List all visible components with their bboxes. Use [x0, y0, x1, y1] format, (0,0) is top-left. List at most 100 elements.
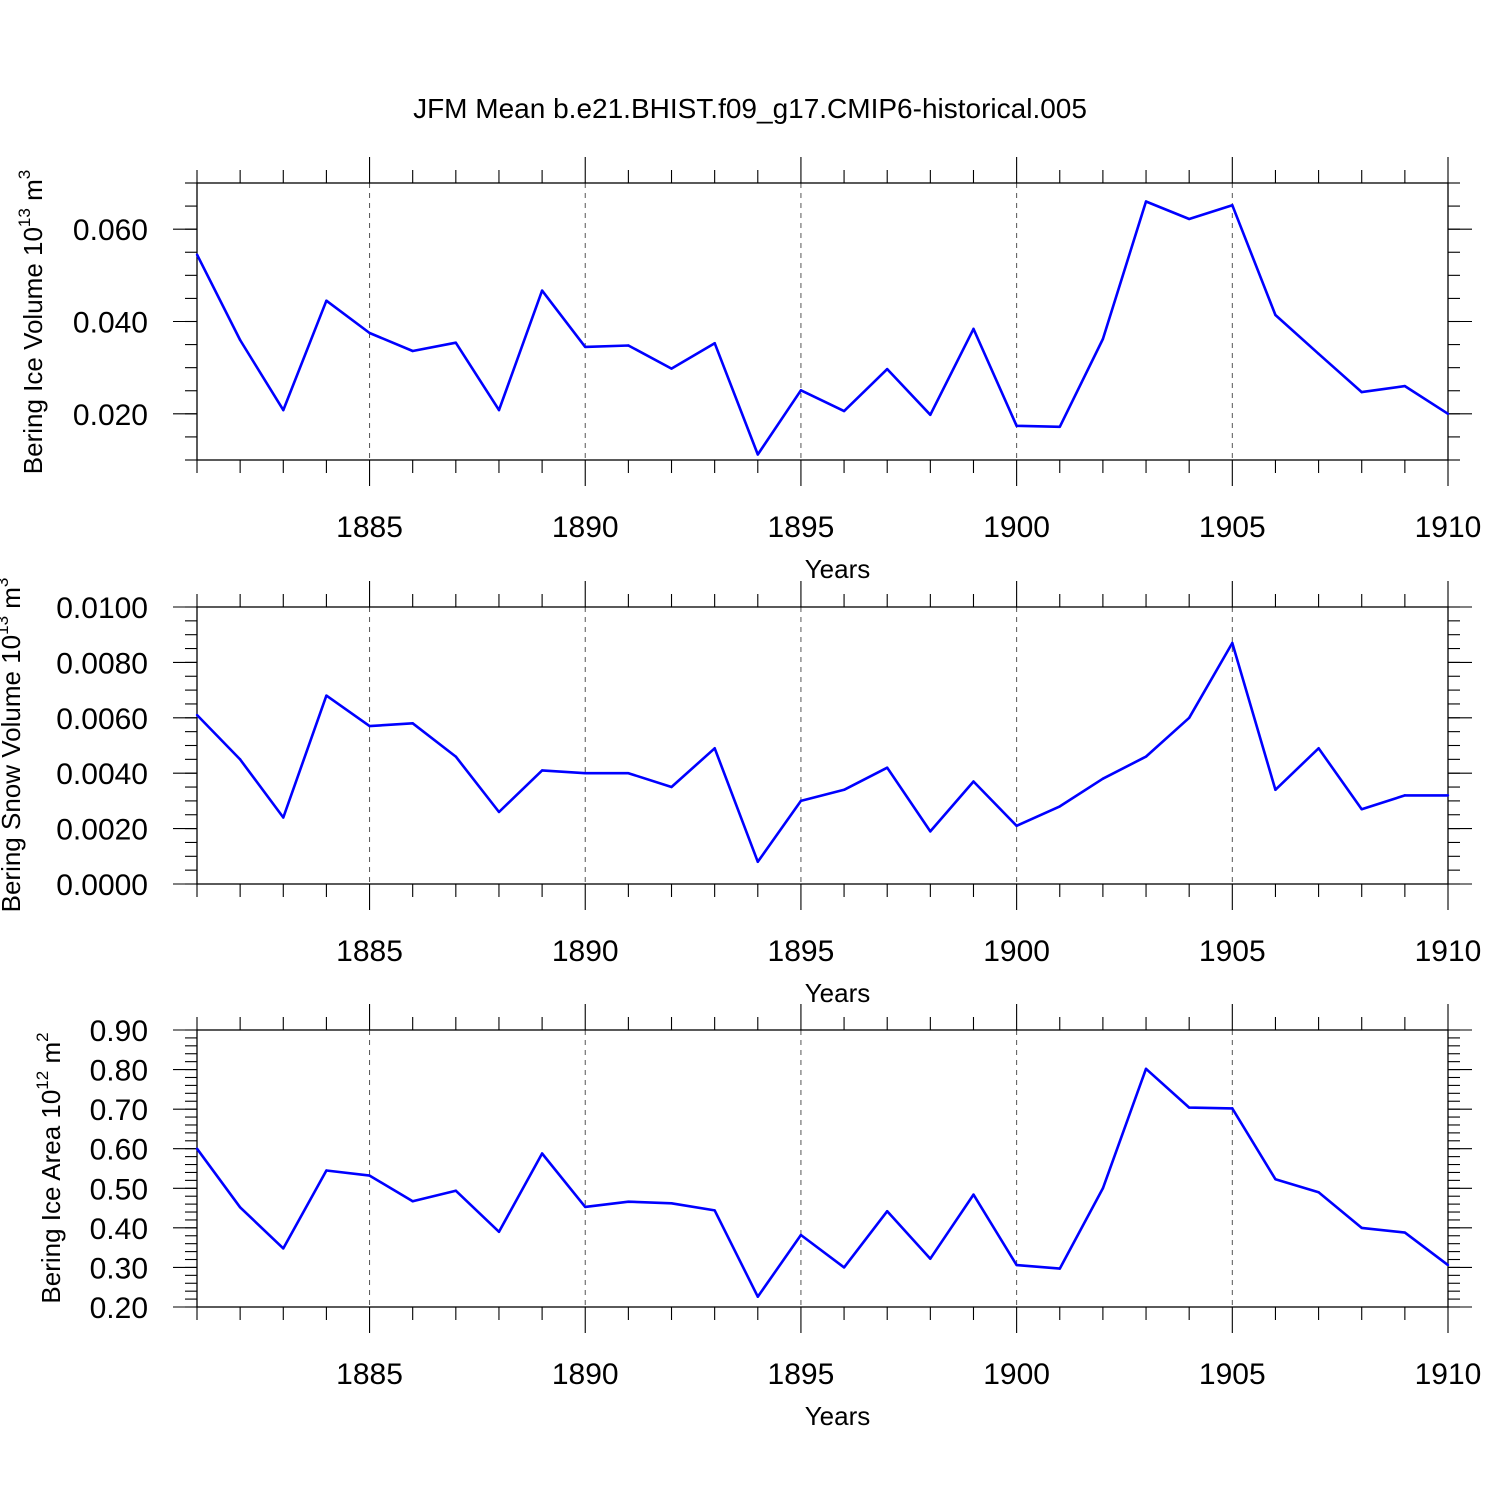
x-tick-label: 1910	[1415, 935, 1482, 968]
data-point	[1187, 716, 1191, 719]
data-point	[756, 860, 759, 864]
plot-frame	[196, 182, 1449, 461]
data-point	[842, 409, 846, 413]
y-axis-label-unit-exponent: 3	[15, 170, 34, 179]
data-point	[972, 780, 975, 783]
x-tick-label: 1890	[552, 511, 619, 544]
data-point	[670, 367, 673, 370]
data-point	[886, 1210, 889, 1213]
data-point	[411, 1200, 414, 1203]
data-point	[1274, 313, 1277, 317]
data-point	[540, 289, 544, 292]
x-tick-label: 1900	[983, 1358, 1050, 1391]
y-axis-label-text: Bering Ice Volume 10	[18, 227, 48, 474]
panel-snow-volume: 1885 1890 1895 1900 1905 1910 0.0000 0.0020 0.00…	[0, 578, 1481, 1008]
x-tick-label: 1890	[552, 1358, 619, 1391]
data-point	[1101, 1187, 1105, 1190]
data-point	[540, 1152, 544, 1155]
series-line	[195, 1067, 1449, 1298]
data-point	[842, 1266, 846, 1269]
y-axis-label-unit-exponent: 3	[0, 578, 12, 587]
data-point	[1231, 641, 1234, 645]
data-point	[1144, 200, 1148, 203]
y-tick-label: 0.020	[73, 399, 148, 432]
y-tick-label: 0.0040	[56, 758, 148, 791]
x-axis-label: Years	[805, 978, 871, 1008]
data-point	[454, 755, 458, 758]
y-axis-label: Bering Ice Area 1012 m2	[33, 1032, 66, 1303]
x-tick-label: 1910	[1415, 1358, 1482, 1391]
y-tick-label: 0.20	[90, 1292, 148, 1325]
data-point	[584, 772, 587, 775]
x-tick-label: 1885	[336, 511, 403, 544]
y-tick-label: 0.0020	[56, 814, 148, 847]
data-point	[1446, 794, 1450, 797]
data-point	[282, 816, 285, 819]
data-point	[929, 413, 932, 416]
data-point	[1360, 390, 1363, 394]
data-point	[1403, 794, 1407, 797]
data-point	[1446, 412, 1450, 416]
data-point	[1403, 1231, 1407, 1234]
data-point	[282, 408, 285, 412]
data-point	[842, 788, 846, 792]
data-point	[1317, 1191, 1320, 1194]
data-point	[497, 408, 501, 412]
data-point	[1274, 1177, 1277, 1181]
data-point	[325, 1169, 328, 1172]
data-point	[1317, 352, 1320, 356]
y-tick-label: 0.0000	[56, 869, 148, 902]
y-axis-label: Bering Ice Volume 1013 m3	[15, 170, 48, 474]
y-tick-label: 0.060	[73, 214, 148, 247]
data-point	[1144, 755, 1148, 758]
data-point	[325, 694, 328, 697]
data-point	[1144, 1067, 1148, 1070]
data-point	[497, 1230, 501, 1234]
y-tick-label: 0.040	[73, 307, 148, 340]
data-point	[1101, 777, 1105, 780]
data-point	[886, 766, 889, 769]
data-point	[972, 327, 975, 331]
data-point	[1231, 1107, 1234, 1110]
y-axis-label: Bering Snow Volume 1013 m3	[0, 578, 26, 913]
data-point	[1446, 1263, 1450, 1267]
data-point	[1317, 747, 1320, 750]
figure-title: JFM Mean b.e21.BHIST.f09_g17.CMIP6-histo…	[413, 93, 1087, 124]
y-axis-label-text: Bering Snow Volume 10	[0, 635, 26, 913]
data-point	[238, 758, 242, 761]
x-tick-label: 1910	[1415, 511, 1482, 544]
x-tick-label: 1905	[1199, 511, 1266, 544]
data-point	[886, 367, 889, 371]
data-point	[325, 299, 328, 302]
series-line	[196, 641, 1448, 864]
data-point	[238, 1206, 242, 1209]
data-point	[1015, 1263, 1018, 1267]
panel-ice-area: 1885 1890 1895 1900 1905 1910 0.20 0.30 0.40 0.50…	[33, 1004, 1481, 1431]
data-point	[1015, 824, 1018, 828]
x-tick-label: 1885	[336, 935, 403, 968]
data-point	[411, 722, 414, 725]
data-point	[972, 1193, 975, 1196]
data-point	[929, 830, 932, 833]
data-point	[1231, 203, 1234, 207]
data-point	[584, 345, 587, 349]
x-tick-label: 1895	[768, 935, 835, 968]
data-point	[627, 772, 630, 775]
data-point	[799, 389, 803, 392]
y-tick-label: 0.80	[90, 1055, 148, 1088]
plot-frame	[196, 606, 1449, 885]
data-point	[411, 349, 414, 353]
data-point	[368, 331, 371, 335]
x-tick-label: 1900	[983, 935, 1050, 968]
y-tick-label: 0.0060	[56, 703, 148, 736]
data-point	[1274, 788, 1277, 792]
y-axis-label-exponent: 13	[0, 616, 12, 635]
series-line	[195, 200, 1449, 456]
data-point	[368, 724, 371, 728]
data-point	[1360, 1226, 1363, 1230]
data-point	[1058, 425, 1061, 428]
data-point	[1015, 424, 1018, 428]
data-point	[1403, 384, 1407, 388]
y-tick-label: 0.30	[90, 1252, 148, 1285]
